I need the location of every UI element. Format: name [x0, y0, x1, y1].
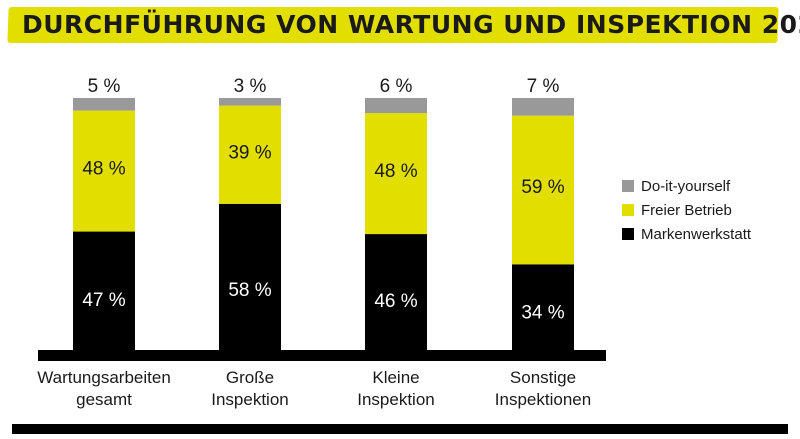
- value-label-do-it-yourself-4: 7 %: [527, 76, 560, 97]
- value-label-freier-betrieb-3: 48 %: [374, 161, 417, 182]
- legend-label-markenwerkstatt: Markenwerkstatt: [641, 226, 752, 243]
- value-label-markenwerkstatt-2: 58 %: [228, 280, 271, 301]
- bar-freier-betrieb-2: [219, 105, 281, 204]
- legend-swatch-do-it-yourself: [622, 180, 634, 192]
- bar-do-it-yourself-4: [512, 98, 574, 116]
- category-label-3-line-1: Kleine: [372, 368, 419, 387]
- bottom-rule: [12, 424, 788, 434]
- title-banner: DURCHFÜHRUNG VON WARTUNG UND INSPEKTION …: [7, 4, 800, 44]
- bar-markenwerkstatt-2: [219, 203, 281, 350]
- category-label-3-line-2: Inspektion: [357, 390, 435, 409]
- bar-do-it-yourself-1: [73, 98, 135, 111]
- value-label-markenwerkstatt-4: 34 %: [521, 302, 564, 323]
- category-label-2-line-1: Große: [226, 368, 274, 387]
- bar-freier-betrieb-3: [365, 113, 427, 235]
- bar-do-it-yourself-2: [219, 98, 281, 106]
- bar-freier-betrieb-4: [512, 115, 574, 265]
- bar-freier-betrieb-1: [73, 110, 135, 232]
- value-label-markenwerkstatt-3: 46 %: [374, 291, 417, 312]
- value-label-freier-betrieb-2: 39 %: [228, 143, 271, 164]
- legend-label-do-it-yourself: Do-it-yourself: [641, 178, 731, 195]
- legend-swatch-freier-betrieb: [622, 204, 634, 216]
- value-label-do-it-yourself-2: 3 %: [234, 76, 267, 97]
- category-label-4-line-2: Inspektionen: [495, 390, 591, 409]
- value-label-do-it-yourself-1: 5 %: [88, 76, 121, 97]
- bar-markenwerkstatt-4: [512, 264, 574, 350]
- value-label-markenwerkstatt-1: 47 %: [82, 290, 125, 311]
- legend-label-freier-betrieb: Freier Betrieb: [641, 202, 732, 219]
- category-label-1-line-2: gesamt: [76, 390, 132, 409]
- value-label-freier-betrieb-4: 59 %: [521, 177, 564, 198]
- category-label-1-line-1: Wartungsarbeiten: [37, 368, 171, 387]
- chart-title: DURCHFÜHRUNG VON WARTUNG UND INSPEKTION …: [22, 10, 800, 39]
- bar-do-it-yourself-3: [365, 98, 427, 114]
- legend-swatch-markenwerkstatt: [622, 228, 634, 240]
- x-axis-baseline: [38, 350, 606, 361]
- bar-markenwerkstatt-3: [365, 234, 427, 350]
- category-label-2-line-2: Inspektion: [211, 390, 289, 409]
- bar-markenwerkstatt-1: [73, 231, 135, 350]
- category-label-4-line-1: Sonstige: [510, 368, 576, 387]
- value-label-freier-betrieb-1: 48 %: [82, 159, 125, 180]
- value-label-do-it-yourself-3: 6 %: [380, 76, 413, 97]
